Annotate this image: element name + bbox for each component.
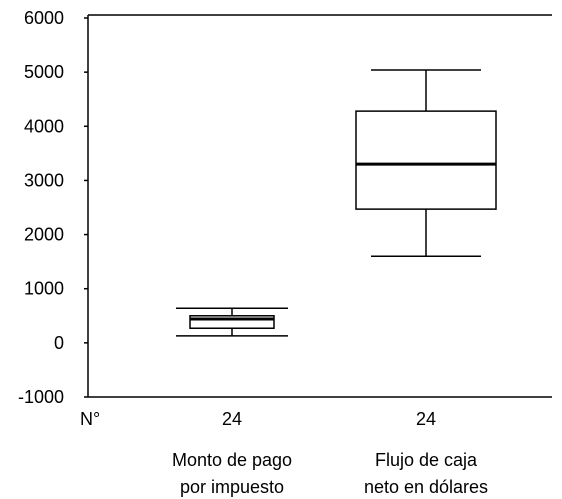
category-label-2-line2: neto en dólares bbox=[364, 477, 488, 497]
category-label-1-line1: Monto de pago bbox=[172, 450, 292, 470]
y-tick-label: 6000 bbox=[24, 8, 64, 28]
y-tick-label: 0 bbox=[54, 333, 64, 353]
category-label-1-line2: por impuesto bbox=[180, 477, 284, 497]
y-tick-label: 2000 bbox=[24, 225, 64, 245]
n-header-label: N° bbox=[80, 409, 100, 429]
y-tick-label: 3000 bbox=[24, 170, 64, 190]
y-axis-ticks: -1000 0 1000 2000 3000 4000 5000 6000 bbox=[18, 8, 88, 407]
category-label-2-line1: Flujo de caja bbox=[375, 450, 478, 470]
y-tick-label: 5000 bbox=[24, 62, 64, 82]
n-label-2: 24 bbox=[416, 409, 436, 429]
boxes-group bbox=[176, 69, 497, 337]
box-2 bbox=[355, 69, 497, 257]
y-tick-label: 1000 bbox=[24, 279, 64, 299]
box-1 bbox=[176, 307, 288, 337]
n-label-1: 24 bbox=[222, 409, 242, 429]
iqr-box bbox=[355, 110, 497, 210]
y-tick-label: 4000 bbox=[24, 116, 64, 136]
y-tick-label: -1000 bbox=[18, 387, 64, 407]
